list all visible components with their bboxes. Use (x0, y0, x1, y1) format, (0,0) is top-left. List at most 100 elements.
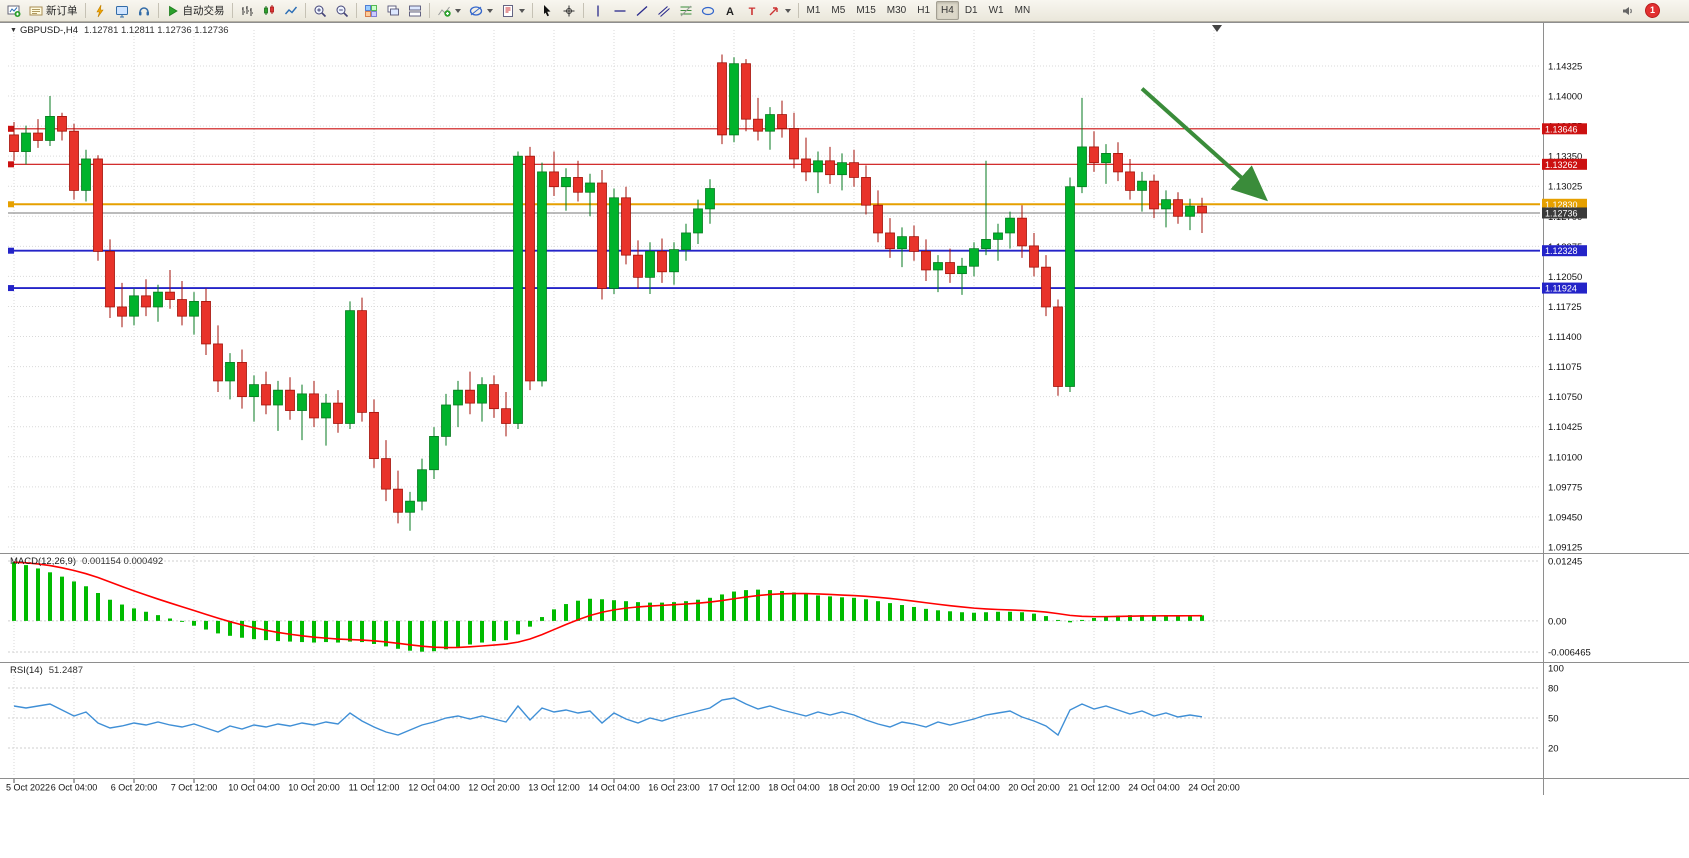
order-ticket-icon (29, 6, 43, 15)
vertical-line-button[interactable] (587, 1, 609, 20)
cascade-windows-button[interactable] (382, 1, 404, 20)
line-handle[interactable] (8, 201, 14, 208)
svg-text:20 Oct 20:00: 20 Oct 20:00 (1008, 783, 1060, 793)
svg-text:0.01245: 0.01245 (1548, 557, 1582, 568)
chevron-down-icon (486, 8, 493, 13)
line-handle[interactable] (8, 125, 14, 132)
add-indicator-icon (437, 6, 451, 17)
monitor-button[interactable] (111, 1, 133, 20)
zoom-out-button[interactable] (331, 1, 353, 20)
tile-windows-button[interactable] (360, 1, 382, 20)
macd-axis[interactable]: 0.01245 0.00 -0.006465 (1548, 557, 1591, 659)
timeframe-W1[interactable]: W1 (984, 1, 1009, 20)
timeframe-group: M1 M5 M15 M30 H1 H4 D1 W1 MN (802, 1, 1036, 20)
candlestick-icon (263, 4, 274, 15)
timeframe-H1[interactable]: H1 (912, 1, 935, 20)
svg-text:1.13262: 1.13262 (1545, 160, 1578, 170)
arrows-button[interactable] (763, 1, 795, 20)
new-order-button[interactable]: 新订单 (25, 1, 82, 20)
svg-text:20 Oct 04:00: 20 Oct 04:00 (948, 783, 1000, 793)
svg-text:7 Oct 12:00: 7 Oct 12:00 (171, 783, 218, 793)
line-chart-button[interactable] (280, 1, 302, 20)
line-handle[interactable] (8, 247, 14, 254)
lightning-button[interactable] (89, 1, 111, 20)
auto-trading-label: 自动交易 (182, 5, 225, 17)
toolbar-separator (582, 3, 584, 18)
svg-text:1.11400: 1.11400 (1548, 332, 1582, 343)
headset-button[interactable] (133, 1, 155, 20)
sound-button[interactable] (1617, 1, 1639, 20)
vertical-line-icon (596, 5, 599, 16)
arrange-windows-icon (408, 5, 421, 16)
trendline-button[interactable] (631, 1, 653, 20)
channel-button[interactable] (653, 1, 675, 20)
timeframe-M1[interactable]: M1 (802, 1, 826, 20)
toolbar-separator (428, 3, 430, 18)
svg-text:-0.006465: -0.006465 (1548, 648, 1591, 659)
lightning-icon (95, 4, 104, 17)
horizontal-line-button[interactable] (609, 1, 631, 20)
bar-chart-button[interactable] (236, 1, 258, 20)
svg-text:1.12328: 1.12328 (1545, 246, 1578, 256)
time-axis[interactable]: 5 Oct 2022 6 Oct 04:00 6 Oct 20:00 7 Oct 12… (6, 779, 1240, 793)
svg-text:18 Oct 20:00: 18 Oct 20:00 (828, 783, 880, 793)
macd-panel (8, 560, 1540, 653)
zoom-in-button[interactable] (309, 1, 331, 20)
chevron-down-icon (518, 8, 525, 13)
price-tag (1542, 207, 1587, 219)
svg-text:T: T (748, 6, 755, 18)
toolbar-separator (304, 3, 306, 18)
text-icon: A (726, 6, 734, 18)
crosshair-button[interactable] (558, 1, 580, 20)
templates-button[interactable] (497, 1, 529, 20)
price-tag (1542, 282, 1587, 294)
chart-shift-marker (1212, 25, 1222, 32)
new-chart-button[interactable] (3, 1, 25, 20)
timeframe-M30[interactable]: M30 (882, 1, 911, 20)
crosshair-icon (563, 5, 574, 16)
rsi-axis[interactable]: 100 80 50 20 (1548, 664, 1564, 755)
candlestick-chart-button[interactable] (258, 1, 280, 20)
toolbar-separator (157, 3, 159, 18)
arrange-windows-button[interactable] (404, 1, 426, 20)
svg-text:50: 50 (1548, 714, 1559, 725)
cursor-button[interactable] (536, 1, 558, 20)
trend-arrow[interactable] (1140, 87, 1268, 202)
notification-badge[interactable]: 1 (1645, 3, 1660, 18)
svg-text:1.11725: 1.11725 (1548, 302, 1582, 313)
zoom-out-icon (336, 5, 348, 17)
timeframe-D1[interactable]: D1 (960, 1, 983, 20)
svg-text:A: A (726, 6, 734, 18)
timeframe-M15[interactable]: M15 (851, 1, 880, 20)
fibonacci-button[interactable] (675, 1, 697, 20)
svg-text:1.10100: 1.10100 (1548, 452, 1582, 463)
svg-text:1.10750: 1.10750 (1548, 392, 1582, 403)
svg-text:14 Oct 04:00: 14 Oct 04:00 (588, 783, 640, 793)
svg-text:1.14325: 1.14325 (1548, 62, 1582, 73)
line-handle[interactable] (8, 285, 14, 292)
svg-text:1.09125: 1.09125 (1548, 542, 1582, 553)
svg-text:19 Oct 12:00: 19 Oct 12:00 (888, 783, 940, 793)
text-button[interactable]: A (719, 1, 741, 20)
trendline-icon (636, 5, 647, 16)
line-handle[interactable] (8, 161, 14, 168)
horizontal-lines (8, 125, 1540, 292)
svg-text:6 Oct 04:00: 6 Oct 04:00 (51, 783, 98, 793)
monitor-icon (115, 5, 128, 17)
timeframe-MN[interactable]: MN (1010, 1, 1036, 20)
svg-text:1.13350: 1.13350 (1548, 152, 1582, 163)
rsi-panel (8, 687, 1540, 749)
svg-text:11 Oct 12:00: 11 Oct 12:00 (349, 783, 400, 793)
cycles-button[interactable] (465, 1, 497, 20)
label-button[interactable]: T (741, 1, 763, 20)
auto-trading-button[interactable]: 自动交易 (162, 1, 229, 20)
svg-text:1.12050: 1.12050 (1548, 272, 1582, 283)
add-indicator-button[interactable] (433, 1, 465, 20)
svg-text:13 Oct 12:00: 13 Oct 12:00 (528, 783, 580, 793)
timeframe-H4[interactable]: H4 (936, 1, 959, 20)
svg-text:1.13646: 1.13646 (1545, 124, 1578, 134)
timeframe-M5[interactable]: M5 (826, 1, 850, 20)
shapes-button[interactable] (697, 1, 719, 20)
